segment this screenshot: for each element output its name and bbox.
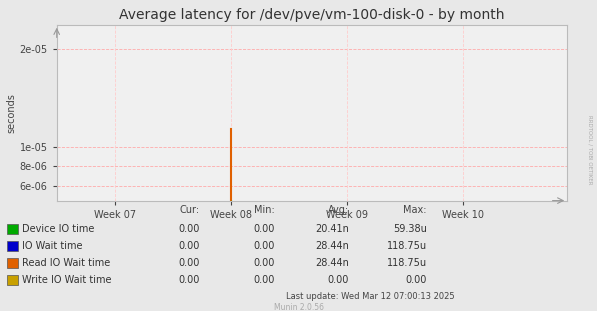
Text: 0.00: 0.00 — [179, 275, 200, 285]
Text: Device IO time: Device IO time — [22, 224, 94, 234]
Text: 28.44n: 28.44n — [315, 258, 349, 268]
Text: 59.38u: 59.38u — [393, 224, 427, 234]
Text: Read IO Wait time: Read IO Wait time — [22, 258, 110, 268]
Text: Min:: Min: — [254, 205, 275, 215]
Text: Write IO Wait time: Write IO Wait time — [22, 275, 112, 285]
Text: 118.75u: 118.75u — [387, 258, 427, 268]
Text: 20.41n: 20.41n — [315, 224, 349, 234]
Text: 28.44n: 28.44n — [315, 241, 349, 251]
Text: 0.00: 0.00 — [405, 275, 427, 285]
Text: IO Wait time: IO Wait time — [22, 241, 82, 251]
Y-axis label: seconds: seconds — [7, 93, 17, 133]
Text: 0.00: 0.00 — [253, 241, 275, 251]
Text: Cur:: Cur: — [180, 205, 200, 215]
Text: 0.00: 0.00 — [179, 258, 200, 268]
Text: 0.00: 0.00 — [328, 275, 349, 285]
Text: RRDTOOL / TOBI OETIKER: RRDTOOL / TOBI OETIKER — [588, 114, 593, 184]
Text: Max:: Max: — [404, 205, 427, 215]
Text: Last update: Wed Mar 12 07:00:13 2025: Last update: Wed Mar 12 07:00:13 2025 — [286, 292, 454, 300]
Text: Munin 2.0.56: Munin 2.0.56 — [273, 303, 324, 311]
Text: 118.75u: 118.75u — [387, 241, 427, 251]
Text: 0.00: 0.00 — [253, 258, 275, 268]
Title: Average latency for /dev/pve/vm-100-disk-0 - by month: Average latency for /dev/pve/vm-100-disk… — [119, 8, 504, 22]
Text: 0.00: 0.00 — [253, 275, 275, 285]
Text: 0.00: 0.00 — [179, 241, 200, 251]
Text: Avg:: Avg: — [328, 205, 349, 215]
Text: 0.00: 0.00 — [253, 224, 275, 234]
Text: 0.00: 0.00 — [179, 224, 200, 234]
